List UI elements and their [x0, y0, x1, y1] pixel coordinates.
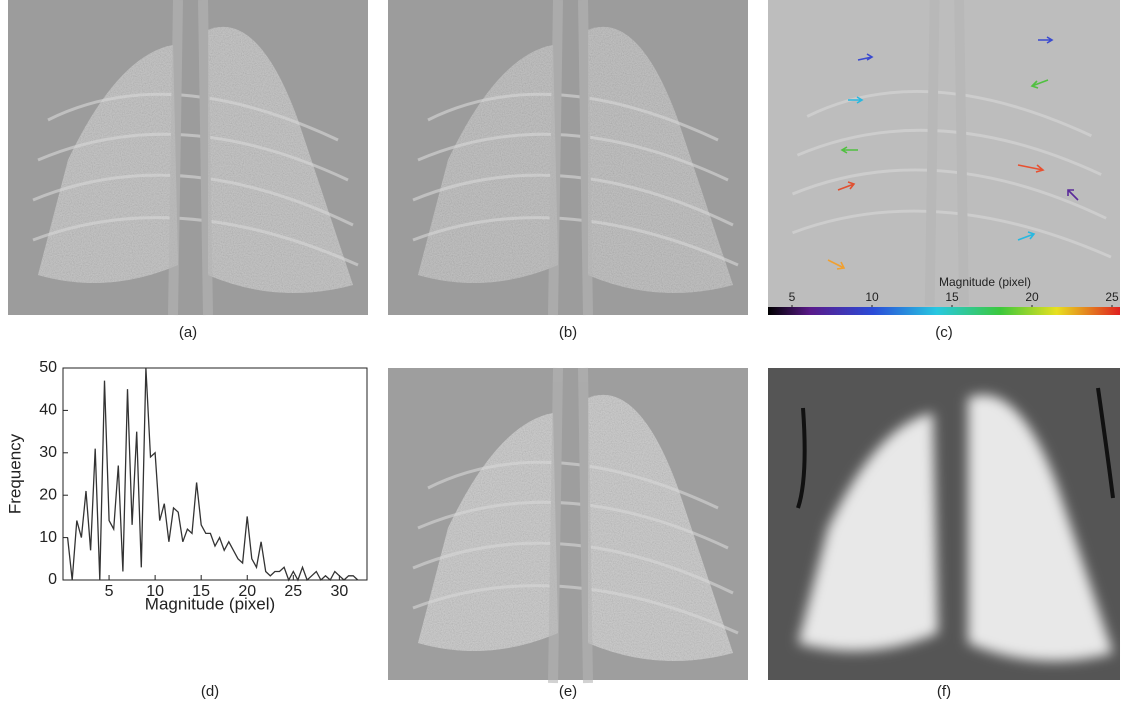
x-tick-label: 15	[192, 583, 210, 600]
y-tick-label: 30	[39, 444, 57, 461]
motion-arrows	[827, 36, 1079, 270]
colorbar-tick-label: 25	[1105, 290, 1119, 304]
plot-frame	[62, 367, 368, 581]
panel-label: (b)	[559, 324, 577, 341]
x-tick-label: 10	[146, 583, 164, 600]
x-tick-label: 30	[330, 583, 348, 600]
image-c: Magnitude (pixel) 5 10 15 20 25	[768, 0, 1120, 315]
panel-label: (e)	[559, 683, 577, 700]
y-tick-label: 0	[48, 571, 57, 588]
image-b	[388, 0, 748, 315]
panel-labels: (a) (b) (c) (d) (e) (f)	[179, 324, 953, 700]
y-axis-label: Frequency	[5, 433, 24, 514]
colorbar-title: Magnitude (pixel)	[939, 275, 1031, 289]
histogram-chart: Magnitude (pixel) Frequency 0 10 20 30 40 50 5…	[5, 359, 368, 613]
x-tick-label: 25	[284, 583, 302, 600]
colorbar-tick-label: 5	[789, 290, 796, 304]
colorbar-tick-label: 15	[945, 290, 959, 304]
colorbar: Magnitude (pixel) 5 10 15 20 25	[768, 275, 1120, 315]
panel-label: (c)	[935, 324, 953, 341]
y-tick-label: 10	[39, 529, 57, 546]
colorbar-tick-label: 10	[865, 290, 879, 304]
y-tick-label: 40	[39, 402, 57, 419]
data-line	[66, 367, 359, 582]
colorbar-tick-label: 20	[1025, 290, 1039, 304]
y-tick-label: 20	[39, 486, 57, 503]
image-f	[768, 368, 1120, 680]
image-e	[388, 368, 748, 683]
x-tick-label: 5	[105, 583, 114, 600]
panel-label: (f)	[937, 683, 951, 700]
x-tick-label: 20	[238, 583, 256, 600]
colorbar-gradient	[768, 307, 1120, 315]
x-axis-label: Magnitude (pixel)	[145, 594, 275, 613]
panel-label: (a)	[179, 324, 197, 341]
y-tick-label: 50	[39, 359, 57, 376]
image-a	[8, 0, 368, 315]
panel-label: (d)	[201, 683, 219, 700]
